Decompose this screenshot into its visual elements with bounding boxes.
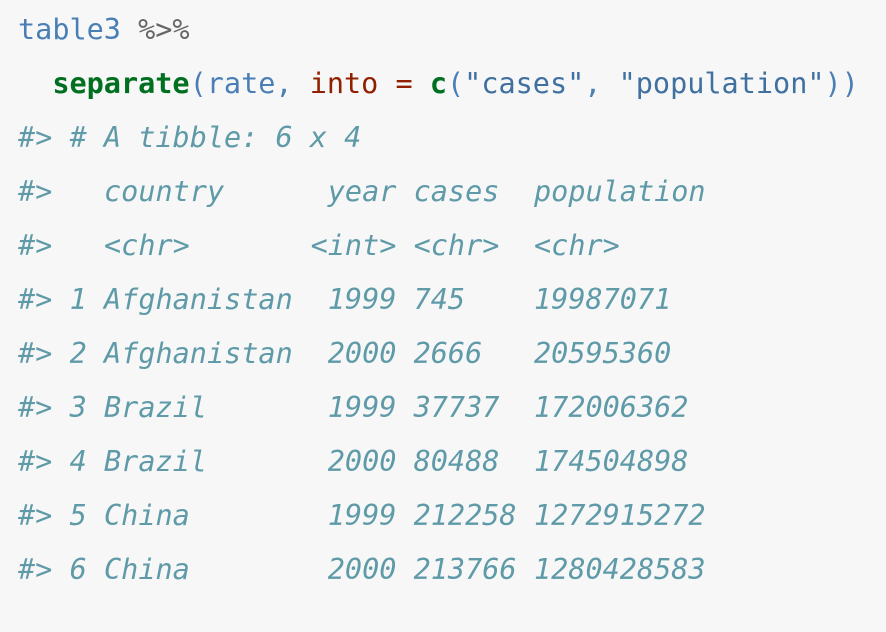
column-type: <int> (311, 229, 397, 262)
row-index: 3 (69, 391, 87, 424)
table-cell: Afghanistan (102, 337, 293, 370)
table-cell: 2000 (328, 445, 397, 478)
table-cell: Brazil (104, 391, 207, 424)
row-index: 4 (70, 445, 87, 478)
column-header: cases (414, 175, 500, 208)
column-header: year (327, 175, 397, 208)
column-header: population (533, 175, 706, 208)
code-token: into (310, 67, 379, 100)
table-cell: 2000 (328, 553, 397, 586)
code-token: , (584, 67, 618, 100)
code-token: (rate, (190, 67, 310, 100)
output-prefix: #> (17, 121, 52, 154)
table-cell: 745 (414, 283, 465, 316)
table-cell: China (104, 499, 190, 532)
code-token: c (430, 67, 447, 100)
row-index: 5 (70, 499, 87, 532)
table-cell: 174504898 (534, 445, 688, 478)
row-index: 1 (70, 283, 87, 316)
code-token: "population" (619, 67, 825, 100)
code-line: table3 %>% (18, 13, 190, 46)
column-header: country (104, 175, 225, 208)
table-cell: 212258 (414, 499, 517, 532)
code-token: table3 (18, 13, 121, 46)
code-token: %>% (121, 13, 190, 46)
tibble-title: # A tibble: 6 x 4 (69, 121, 362, 154)
output-prefix: #> (17, 337, 52, 370)
table-cell: 1999 (328, 283, 397, 316)
output-prefix: #> (17, 175, 52, 208)
row-index: 6 (70, 553, 87, 586)
table-cell: 20595360 (534, 337, 671, 370)
output-prefix: #> (17, 283, 52, 316)
table-cell: 172006362 (534, 391, 688, 424)
output-prefix: #> (17, 229, 52, 262)
table-cell: 19987071 (534, 283, 671, 316)
column-type: <chr> (534, 229, 620, 262)
code-token: ( (447, 67, 464, 100)
column-type: <chr> (104, 229, 190, 262)
table-cell: 2666 (414, 337, 483, 370)
table-cell: Brazil (104, 445, 207, 478)
output-prefix: #> (17, 391, 52, 424)
code-token: "cases" (464, 67, 584, 100)
table-cell: 1280428583 (534, 553, 706, 586)
code-line: separate(rate, into = c("cases", "popula… (18, 67, 859, 100)
code-token: )) (825, 67, 859, 100)
table-cell: 213766 (414, 553, 517, 586)
code-token: = (378, 67, 429, 100)
table-cell: 1272915272 (534, 499, 706, 532)
table-cell: Afghanistan (102, 283, 293, 316)
table-cell: 1999 (328, 499, 397, 532)
column-type: <chr> (414, 229, 500, 262)
row-index: 2 (70, 337, 87, 370)
table-cell: China (104, 553, 190, 586)
output-prefix: #> (17, 499, 52, 532)
code-token: separate (18, 67, 190, 100)
table-cell: 80488 (414, 445, 500, 478)
table-cell: 37737 (413, 391, 500, 424)
table-cell: 1999 (328, 391, 397, 424)
output-prefix: #> (17, 445, 52, 478)
output-prefix: #> (17, 553, 52, 586)
table-cell: 2000 (328, 337, 397, 370)
